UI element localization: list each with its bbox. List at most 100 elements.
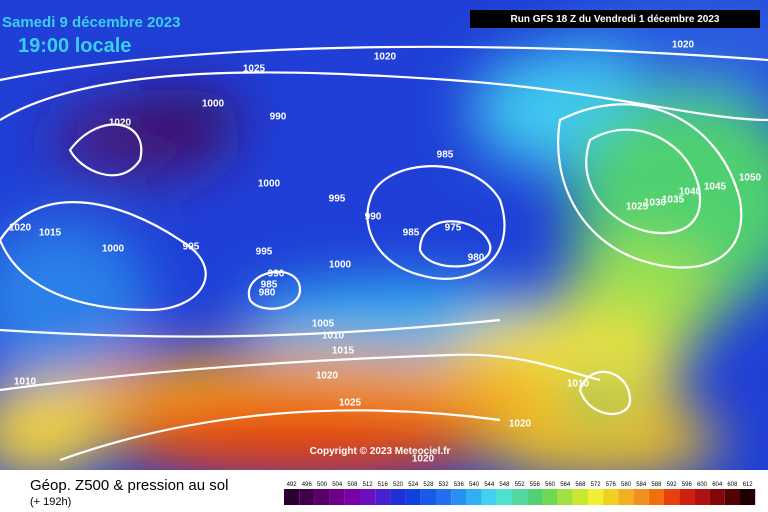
legend-swatch: [360, 489, 376, 505]
legend-label: 504: [332, 482, 343, 488]
run-box: [470, 10, 760, 28]
legend-swatch: [603, 489, 619, 505]
legend-swatch: [679, 489, 695, 505]
legend-swatch: [709, 489, 725, 505]
legend-swatch: [284, 489, 300, 505]
legend-swatch: [329, 489, 345, 505]
legend-swatch: [390, 489, 406, 505]
isobar-label: 1035: [662, 195, 685, 206]
legend-swatch: [724, 489, 740, 505]
isobar-label: 1045: [704, 182, 727, 193]
legend-label: 596: [682, 482, 693, 488]
isobar-label: 995: [256, 247, 273, 258]
legend-swatch: [557, 489, 573, 505]
isobar-label: 1010: [14, 377, 37, 388]
legend-swatch: [588, 489, 604, 505]
isobar-label: 1010: [567, 379, 590, 390]
isobar-label: 985: [437, 150, 454, 161]
isobar-label: 1020: [9, 223, 32, 234]
legend-swatch: [436, 489, 452, 505]
isobar-label: 1040: [679, 187, 702, 198]
legend-label: 516: [378, 482, 389, 488]
isobar-label: 985: [261, 280, 278, 291]
legend-swatch: [527, 489, 543, 505]
legend-swatch: [618, 489, 634, 505]
isobar-label: 1020: [109, 118, 132, 129]
legend-label: 560: [545, 482, 556, 488]
isobar-label: 1020: [412, 454, 435, 465]
legend-swatch: [648, 489, 664, 505]
legend-label: 528: [423, 482, 434, 488]
legend-label: 588: [651, 482, 662, 488]
isobar-label: 1025: [243, 64, 266, 75]
legend-label: 492: [287, 482, 298, 488]
isobar-label: 1030: [644, 198, 667, 209]
isobar-label: 1000: [258, 179, 281, 190]
isobar-label: 1000: [329, 260, 352, 271]
legend-swatch: [344, 489, 360, 505]
isobars: [0, 45, 768, 462]
isobar-label: 1050: [739, 173, 762, 184]
legend-swatch: [375, 489, 391, 505]
isobar-label: 980: [259, 288, 276, 299]
legend-label: 580: [621, 482, 632, 488]
isobar-label: 1020: [672, 40, 695, 51]
legend-swatch: [572, 489, 588, 505]
legend-label: 548: [499, 482, 510, 488]
legend-label: 540: [469, 482, 480, 488]
legend-swatch: [299, 489, 315, 505]
legend-label: 512: [363, 482, 374, 488]
isobar-label: 1000: [202, 99, 225, 110]
isobar-label: 1000: [102, 244, 125, 255]
legend-swatch: [314, 489, 330, 505]
legend-label: 608: [727, 482, 738, 488]
legend-swatch: [481, 489, 497, 505]
isobar-label: 1015: [39, 228, 62, 239]
legend-label: 532: [439, 482, 450, 488]
legend-swatch: [633, 489, 649, 505]
legend-label: 536: [454, 482, 465, 488]
isobar-label: 985: [403, 228, 420, 239]
legend-label: 612: [743, 482, 754, 488]
date: Samedi 9 décembre 2023: [2, 14, 180, 31]
isobar-label: 1020: [509, 419, 532, 430]
isobar-label: 995: [183, 242, 200, 253]
legend-label: 576: [606, 482, 617, 488]
footer-title: Géop. Z500 & pression au sol: [30, 477, 228, 494]
isobar-label: 1005: [312, 319, 335, 330]
legend-swatch: [694, 489, 710, 505]
legend: 492 496 500 504 508 512 516 520 524 528 532 536 540 5…: [284, 482, 756, 505]
legend-label: 508: [347, 482, 358, 488]
legend-label: 544: [484, 482, 495, 488]
legend-label: 524: [408, 482, 419, 488]
isobar-label: 990: [270, 112, 287, 123]
isobar-label: 980: [468, 253, 485, 264]
legend-swatch: [740, 489, 756, 505]
isobar-label: 975: [445, 223, 462, 234]
copyright: Copyright © 2023 Meteociel.fr: [310, 446, 451, 457]
lead-time: (+ 192h): [30, 496, 71, 508]
legend-swatch: [512, 489, 528, 505]
legend-swatch: [496, 489, 512, 505]
legend-swatch: [405, 489, 421, 505]
legend-swatch: [466, 489, 482, 505]
local-time: 19:00 locale: [18, 35, 131, 57]
field: [0, 0, 768, 480]
legend-label: 568: [575, 482, 586, 488]
legend-label: 552: [515, 482, 526, 488]
legend-label: 520: [393, 482, 404, 488]
isobar-label: 990: [365, 212, 382, 223]
legend-label: 564: [560, 482, 571, 488]
isobar-label: 990: [268, 269, 285, 280]
legend-label: 496: [302, 482, 313, 488]
isobar-labels: 1020 1020 1025 1000 990 1020 985 1000 995 990 1020…: [9, 40, 762, 465]
legend-label: 584: [636, 482, 647, 488]
legend-swatch: [420, 489, 436, 505]
isobar-label: 1010: [322, 331, 345, 342]
legend-label: 500: [317, 482, 328, 488]
isobar-label: 995: [329, 194, 346, 205]
isobar-label: 1025: [626, 202, 649, 213]
legend-label: 604: [712, 482, 723, 488]
